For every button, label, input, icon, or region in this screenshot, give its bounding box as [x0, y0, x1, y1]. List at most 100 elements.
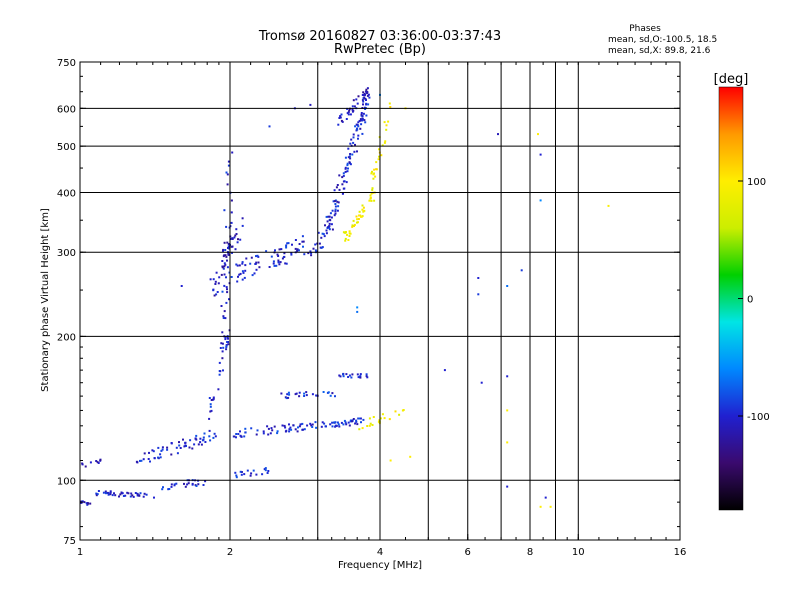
data-point — [338, 425, 341, 428]
data-point — [220, 305, 223, 307]
data-point — [315, 394, 318, 397]
data-point — [256, 254, 259, 257]
data-point — [328, 225, 330, 228]
data-point — [222, 248, 225, 251]
data-point — [301, 240, 304, 243]
data-point — [223, 209, 226, 212]
data-point — [175, 482, 178, 485]
data-point — [276, 430, 279, 433]
data-point — [114, 494, 117, 497]
data-point — [344, 421, 347, 424]
data-point — [255, 433, 258, 436]
data-point — [162, 486, 164, 489]
data-point — [221, 350, 224, 353]
data-point — [359, 214, 362, 217]
data-point — [95, 494, 98, 497]
data-point — [357, 218, 360, 220]
y-tick-label: 100 — [57, 476, 76, 487]
data-point — [309, 250, 312, 253]
data-point — [443, 369, 446, 372]
data-point — [225, 346, 228, 348]
data-point — [214, 435, 217, 438]
colorbar-tick-label: -100 — [747, 412, 770, 423]
y-tick-label: 500 — [57, 142, 76, 153]
data-point — [298, 391, 301, 394]
data-point — [343, 187, 346, 190]
data-point — [345, 181, 348, 184]
data-point — [84, 465, 87, 468]
data-point — [334, 205, 337, 208]
data-point — [329, 212, 332, 215]
data-point — [348, 230, 351, 233]
data-point — [227, 337, 229, 340]
data-point — [359, 127, 362, 130]
data-point — [370, 199, 373, 202]
data-point — [294, 393, 297, 396]
data-point — [215, 293, 218, 296]
data-point — [294, 428, 297, 431]
data-point — [255, 255, 257, 258]
data-point — [199, 441, 202, 444]
data-point — [281, 257, 284, 260]
data-point — [320, 236, 323, 239]
data-point — [271, 429, 274, 432]
data-point — [264, 469, 267, 472]
data-point — [208, 397, 211, 399]
data-point — [288, 423, 290, 426]
data-point — [225, 225, 228, 228]
data-point — [237, 433, 240, 435]
data-point — [372, 416, 375, 418]
data-point — [262, 432, 265, 435]
data-point — [230, 211, 233, 214]
data-point — [402, 409, 405, 411]
data-point — [134, 492, 137, 494]
data-point — [285, 246, 288, 249]
data-point — [258, 266, 261, 269]
data-point — [230, 199, 233, 202]
data-point — [351, 224, 354, 227]
data-point — [288, 428, 291, 431]
data-point — [139, 492, 142, 495]
data-point — [237, 238, 239, 241]
data-point — [320, 246, 323, 249]
data-point — [539, 153, 542, 156]
data-point — [268, 266, 271, 268]
data-point — [284, 262, 287, 265]
data-point — [210, 409, 213, 412]
data-point — [187, 482, 190, 485]
data-point — [178, 441, 180, 444]
phase-stats-heading: Phases — [629, 24, 661, 34]
data-point — [233, 435, 236, 438]
data-point — [276, 432, 279, 435]
data-point — [344, 156, 347, 159]
data-point — [298, 425, 301, 428]
data-point — [337, 123, 340, 126]
data-point — [226, 288, 228, 291]
data-point — [81, 500, 84, 503]
data-point — [331, 392, 334, 395]
data-point — [310, 252, 313, 255]
data-point — [369, 422, 372, 425]
data-point — [275, 264, 278, 267]
data-point — [325, 229, 328, 232]
data-point — [331, 425, 334, 428]
x-tick-label: 10 — [572, 547, 585, 558]
data-point — [273, 425, 276, 428]
data-point — [337, 423, 340, 426]
data-point — [370, 172, 373, 175]
data-point — [290, 252, 293, 254]
data-point — [333, 200, 336, 203]
data-point — [179, 447, 182, 449]
data-point — [213, 294, 216, 297]
data-point — [339, 116, 342, 119]
data-point — [107, 493, 110, 496]
colorbar-ticks: 100 0 -100 — [738, 177, 770, 423]
y-axis: 75 100 200 300 400 500 600 750 — [57, 58, 680, 547]
data-point — [344, 170, 347, 173]
data-point — [280, 248, 283, 251]
data-point — [366, 425, 369, 427]
data-point — [369, 196, 372, 199]
data-point — [372, 177, 375, 180]
data-point — [338, 374, 341, 377]
